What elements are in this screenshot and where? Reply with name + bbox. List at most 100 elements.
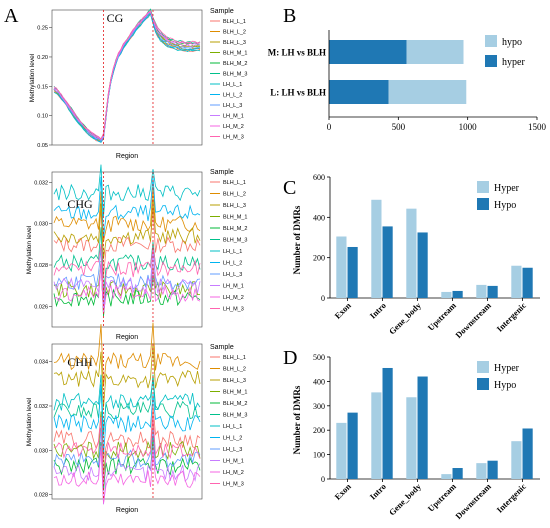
legend-swatch-hypo: [485, 35, 497, 47]
legend-label: LH_M_1: [223, 114, 244, 120]
region-boundaries-chg: [103, 172, 154, 327]
legend-label: BLH_M_3: [223, 238, 247, 244]
panel-a-cg: CG Methylation level Region 0.05 0.10 0.15…: [29, 8, 247, 160]
category-label: M: LH vs BLH: [268, 48, 326, 58]
series-line-lh-m-1: [53, 445, 201, 505]
y-tick-label: 0.05: [37, 143, 48, 149]
legend-title: Sample: [210, 344, 234, 351]
category-label: Upstream: [426, 300, 458, 332]
legend-label: LH_M_3: [223, 135, 244, 141]
bar-hyper: [329, 40, 407, 64]
legend-b: hypo hyper: [485, 35, 525, 68]
series-line-blh-m-3: [53, 227, 201, 294]
x-tick-label: 0: [327, 122, 332, 132]
y-tick-label: 100: [313, 451, 325, 460]
bar-hypo: [452, 290, 463, 298]
bar-hyper: [371, 392, 382, 479]
legend-label: LH_L_3: [223, 272, 242, 278]
bar-hypo: [382, 367, 393, 479]
y-tick-label: 0.026: [34, 304, 48, 310]
panel-d: Number of DMRs 0 100 200 300 400 500 Exon Intro…: [292, 353, 540, 521]
series-line-lh-m-1: [53, 10, 201, 141]
x-axis-label-chg: Region: [116, 334, 138, 341]
region-boundaries-cg: [103, 10, 154, 145]
series-line-lh-l-1: [53, 13, 201, 143]
y-tick-label: 400: [313, 377, 325, 386]
legend-label: BLH_L_3: [223, 378, 246, 384]
series-lines-chh: [53, 322, 201, 505]
legend-label-hypo: Hypo: [494, 380, 516, 391]
legend-label: BLH_M_2: [223, 226, 247, 232]
bar-hypo: [522, 267, 533, 298]
legend-label: BLH_M_2: [223, 401, 247, 407]
legend-label: LH_L_1: [223, 424, 242, 430]
legend-label-hyper: hyper: [502, 57, 525, 68]
legend-label: LH_L_3: [223, 103, 242, 109]
legend-label-hyper: Hyper: [494, 183, 520, 194]
y-tick-label: 400: [313, 213, 325, 222]
legend-label: LH_L_3: [223, 447, 242, 453]
bar-hyper: [476, 463, 487, 479]
legend-label: LH_M_3: [223, 307, 244, 313]
x-tick-label: 1000: [459, 122, 478, 132]
series-line-lh-l-2: [53, 384, 201, 455]
y-tick-label: 0.20: [37, 55, 48, 61]
chart-title-cg: CG: [107, 11, 124, 25]
y-tick-label: 200: [313, 426, 325, 435]
y-axis-label-c: Number of DMRs: [292, 205, 302, 274]
series-lines-cg: [53, 8, 201, 143]
legend-label: LH_M_3: [223, 482, 244, 488]
x-axis-label-chh: Region: [116, 507, 138, 514]
legend-label: BLH_M_1: [223, 51, 247, 57]
legend-label: LH_L_2: [223, 93, 242, 99]
bar-hyper: [441, 291, 452, 298]
legend-chh: Sample BLH_L_1 BLH_L_2 BLH_L_3 BLH_M_1 BLH_M_…: [210, 344, 247, 488]
y-tick-label: 600: [313, 173, 325, 182]
category-label: Intro: [368, 300, 388, 320]
y-tick-label: 200: [313, 254, 325, 263]
legend-label: LH_M_1: [223, 459, 244, 465]
legend-cg: Sample BLH_L_1 BLH_L_2 BLH_L_3 BLH_M_1 BLH_M_…: [210, 8, 247, 141]
legend-label-hyper: Hyper: [494, 363, 520, 374]
y-axis-label-chh: Methylation level: [26, 397, 33, 446]
series-line-lh-m-3: [53, 243, 201, 300]
series-line-lh-m-3: [53, 415, 201, 485]
panel-a-chg: CHG Methylation level Region 0.0260.0280…: [26, 164, 247, 341]
y-tick-label: 0.032: [34, 404, 48, 410]
series-line-lh-m-3: [53, 10, 201, 140]
bar-hypo: [347, 412, 358, 479]
legend-title: Sample: [210, 169, 234, 176]
bar-hyper: [441, 474, 452, 479]
legend-swatch-hyper: [477, 181, 489, 193]
panel-label-b: B: [283, 5, 296, 27]
series-line-lh-l-2: [53, 176, 201, 238]
series-line-lh-l-1: [53, 374, 201, 436]
series-line-blh-l-1: [53, 207, 201, 276]
bar-hypo: [452, 468, 463, 479]
panel-a-chh: CHH Methylation level Region 0.0280.0300…: [26, 322, 247, 514]
bar-hyper: [329, 80, 389, 104]
category-label: L: LH vs BLH: [270, 88, 326, 98]
legend-label: BLH_M_1: [223, 390, 247, 396]
legend-label: BLH_M_2: [223, 61, 247, 67]
bar-hyper: [511, 441, 522, 479]
y-tick-label: 0.10: [37, 114, 48, 120]
legend-title: Sample: [210, 8, 234, 15]
series-line-lh-m-2: [53, 263, 201, 314]
category-label: Gene_body: [387, 300, 424, 337]
legend-chg: Sample BLH_L_1 BLH_L_2 BLH_L_3 BLH_M_1 BLH_M_…: [210, 169, 247, 313]
region-boundaries-chh: [103, 344, 154, 499]
bar-hyper: [511, 265, 522, 298]
legend-label: LH_M_1: [223, 284, 244, 290]
x-axis-b: 0 500 1000 1500: [327, 30, 547, 132]
bar-hypo: [347, 246, 358, 298]
legend-label: BLH_L_2: [223, 192, 246, 198]
legend-label: BLH_L_1: [223, 180, 246, 186]
legend-label: BLH_M_3: [223, 413, 247, 419]
y-tick-label: 0: [321, 475, 325, 484]
category-label: Exon: [332, 481, 353, 502]
legend-label: BLH_L_3: [223, 40, 246, 46]
legend-label: LH_M_2: [223, 470, 244, 476]
